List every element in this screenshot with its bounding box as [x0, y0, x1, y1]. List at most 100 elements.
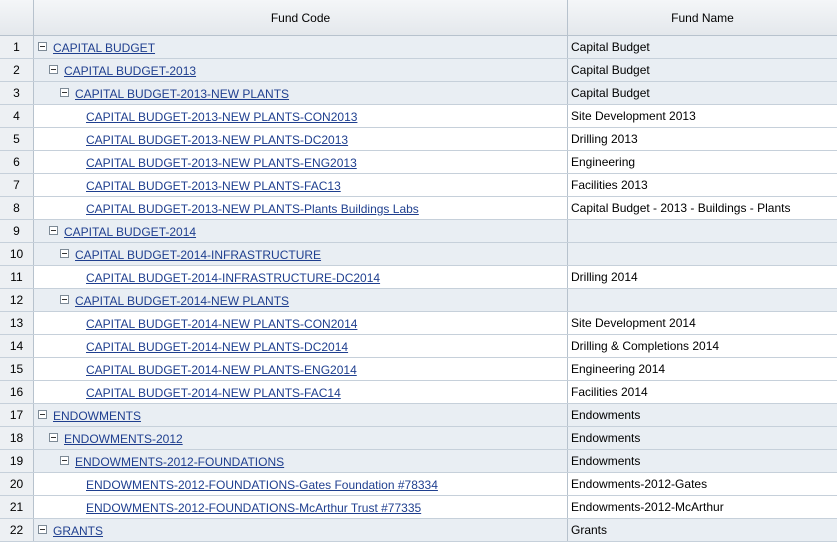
fund-name-cell: Endowments: [568, 450, 837, 472]
fund-code-link[interactable]: CAPITAL BUDGET-2014: [64, 225, 197, 239]
fund-name-cell: Capital Budget: [568, 36, 837, 58]
fund-name-cell: Capital Budget: [568, 82, 837, 104]
table-row[interactable]: 17 ENDOWMENTS Endowments: [0, 404, 837, 427]
table-row[interactable]: 18 ENDOWMENTS-2012 Endowments: [0, 427, 837, 450]
fund-code-link[interactable]: GRANTS: [53, 524, 104, 538]
fund-code-cell: CAPITAL BUDGET-2013-NEW PLANTS-CON2013: [34, 105, 568, 127]
fund-code-link[interactable]: CAPITAL BUDGET-2014-INFRASTRUCTURE-DC201…: [86, 271, 381, 285]
row-number: 14: [0, 335, 34, 357]
table-row[interactable]: 10 CAPITAL BUDGET-2014-INFRASTRUCTURE: [0, 243, 837, 266]
fund-code-cell: CAPITAL BUDGET-2014-NEW PLANTS-ENG2014: [34, 358, 568, 380]
fund-code-link[interactable]: CAPITAL BUDGET-2014-NEW PLANTS: [75, 294, 290, 308]
table-row[interactable]: 11 CAPITAL BUDGET-2014-INFRASTRUCTURE-DC2…: [0, 266, 837, 289]
row-number: 8: [0, 197, 34, 219]
fund-code-link[interactable]: ENDOWMENTS-2012-FOUNDATIONS-Gates Founda…: [86, 478, 438, 492]
row-number: 11: [0, 266, 34, 288]
table-row[interactable]: 9 CAPITAL BUDGET-2014: [0, 220, 837, 243]
fund-name-cell: Facilities 2013: [568, 174, 837, 196]
fund-name-cell: Endowments-2012-Gates: [568, 473, 837, 495]
fund-code-cell: CAPITAL BUDGET-2014-INFRASTRUCTURE-DC201…: [34, 266, 568, 288]
fund-code-link[interactable]: CAPITAL BUDGET-2014-NEW PLANTS-DC2014: [86, 340, 349, 354]
fund-name-cell: Drilling 2014: [568, 266, 837, 288]
table-row[interactable]: 8 CAPITAL BUDGET-2013-NEW PLANTS-Plants B…: [0, 197, 837, 220]
fund-code-link[interactable]: CAPITAL BUDGET: [53, 41, 156, 55]
table-row[interactable]: 19 ENDOWMENTS-2012-FOUNDATIONS Endowments: [0, 450, 837, 473]
table-row[interactable]: 4 CAPITAL BUDGET-2013-NEW PLANTS-CON2013 S…: [0, 105, 837, 128]
fund-code-link[interactable]: CAPITAL BUDGET-2013-NEW PLANTS-ENG2013: [86, 156, 357, 170]
fund-code-cell: ENDOWMENTS-2012-FOUNDATIONS: [34, 450, 568, 472]
fund-code-cell: CAPITAL BUDGET-2013-NEW PLANTS-FAC13: [34, 174, 568, 196]
fund-name-cell: Engineering 2014: [568, 358, 837, 380]
fund-name-cell: Grants: [568, 519, 837, 541]
collapse-toggle-icon[interactable]: [38, 410, 47, 419]
fund-code-cell: CAPITAL BUDGET-2013-NEW PLANTS-ENG2013: [34, 151, 568, 173]
fund-code-link[interactable]: ENDOWMENTS-2012-FOUNDATIONS: [75, 455, 285, 469]
fund-code-link[interactable]: ENDOWMENTS: [53, 409, 141, 423]
fund-name-cell: Facilities 2014: [568, 381, 837, 403]
table-row[interactable]: 14 CAPITAL BUDGET-2014-NEW PLANTS-DC2014 D…: [0, 335, 837, 358]
table-row[interactable]: 13 CAPITAL BUDGET-2014-NEW PLANTS-CON2014…: [0, 312, 837, 335]
table-row[interactable]: 7 CAPITAL BUDGET-2013-NEW PLANTS-FAC13 Fac…: [0, 174, 837, 197]
table-row[interactable]: 22 GRANTS Grants: [0, 519, 837, 542]
table-row[interactable]: 3 CAPITAL BUDGET-2013-NEW PLANTS Capital B…: [0, 82, 837, 105]
fund-code-link[interactable]: CAPITAL BUDGET-2014-INFRASTRUCTURE: [75, 248, 322, 262]
fund-code-cell: CAPITAL BUDGET-2013-NEW PLANTS-DC2013: [34, 128, 568, 150]
fund-name-cell: Site Development 2014: [568, 312, 837, 334]
fund-code-link[interactable]: CAPITAL BUDGET-2013-NEW PLANTS-CON2013: [86, 110, 358, 124]
collapse-toggle-icon[interactable]: [60, 249, 69, 258]
table-row[interactable]: 16 CAPITAL BUDGET-2014-NEW PLANTS-FAC14 Fa…: [0, 381, 837, 404]
fund-name-cell: Site Development 2013: [568, 105, 837, 127]
collapse-toggle-icon[interactable]: [60, 295, 69, 304]
collapse-toggle-icon[interactable]: [49, 433, 58, 442]
row-number: 20: [0, 473, 34, 495]
fund-code-link[interactable]: CAPITAL BUDGET-2014-NEW PLANTS-ENG2014: [86, 363, 357, 377]
collapse-toggle-icon[interactable]: [60, 456, 69, 465]
fund-code-link[interactable]: CAPITAL BUDGET-2013: [64, 64, 197, 78]
row-number: 2: [0, 59, 34, 81]
fund-code-column-header[interactable]: Fund Code: [34, 0, 568, 35]
fund-code-cell: ENDOWMENTS-2012-FOUNDATIONS-Gates Founda…: [34, 473, 568, 495]
row-number-header: [0, 0, 34, 35]
row-number: 9: [0, 220, 34, 242]
fund-code-link[interactable]: CAPITAL BUDGET-2013-NEW PLANTS-Plants Bu…: [86, 202, 419, 216]
fund-code-link[interactable]: ENDOWMENTS-2012-FOUNDATIONS-McArthur Tru…: [86, 501, 422, 515]
table-row[interactable]: 1 CAPITAL BUDGET Capital Budget: [0, 36, 837, 59]
fund-code-link[interactable]: CAPITAL BUDGET-2013-NEW PLANTS-FAC13: [86, 179, 341, 193]
row-number: 13: [0, 312, 34, 334]
row-number: 19: [0, 450, 34, 472]
fund-name-cell: Engineering: [568, 151, 837, 173]
grid-header: Fund Code Fund Name: [0, 0, 837, 36]
fund-name-cell: [568, 289, 837, 311]
table-row[interactable]: 6 CAPITAL BUDGET-2013-NEW PLANTS-ENG2013 E…: [0, 151, 837, 174]
row-number: 5: [0, 128, 34, 150]
row-number: 10: [0, 243, 34, 265]
row-number: 12: [0, 289, 34, 311]
fund-name-column-header[interactable]: Fund Name: [671, 10, 734, 25]
collapse-toggle-icon[interactable]: [60, 88, 69, 97]
collapse-toggle-icon[interactable]: [38, 525, 47, 534]
fund-code-link[interactable]: CAPITAL BUDGET-2013-NEW PLANTS: [75, 87, 290, 101]
collapse-toggle-icon[interactable]: [49, 226, 58, 235]
fund-code-link[interactable]: ENDOWMENTS-2012: [64, 432, 183, 446]
fund-name-cell: Endowments-2012-McArthur: [568, 496, 837, 518]
table-row[interactable]: 5 CAPITAL BUDGET-2013-NEW PLANTS-DC2013 Dr…: [0, 128, 837, 151]
table-row[interactable]: 15 CAPITAL BUDGET-2014-NEW PLANTS-ENG2014…: [0, 358, 837, 381]
fund-code-link[interactable]: CAPITAL BUDGET-2014-NEW PLANTS-CON2014: [86, 317, 358, 331]
fund-name-cell: Capital Budget - 2013 - Buildings - Plan…: [568, 197, 837, 219]
fund-name-cell: [568, 220, 837, 242]
fund-code-cell: CAPITAL BUDGET-2014-NEW PLANTS-CON2014: [34, 312, 568, 334]
fund-name-cell: Endowments: [568, 427, 837, 449]
collapse-toggle-icon[interactable]: [38, 42, 47, 51]
fund-code-link[interactable]: CAPITAL BUDGET-2014-NEW PLANTS-FAC14: [86, 386, 341, 400]
fund-code-cell: CAPITAL BUDGET-2013-NEW PLANTS: [34, 82, 568, 104]
row-number: 6: [0, 151, 34, 173]
collapse-toggle-icon[interactable]: [49, 65, 58, 74]
table-row[interactable]: 21 ENDOWMENTS-2012-FOUNDATIONS-McArthur T…: [0, 496, 837, 519]
fund-code-link[interactable]: CAPITAL BUDGET-2013-NEW PLANTS-DC2013: [86, 133, 349, 147]
fund-code-cell: CAPITAL BUDGET-2013: [34, 59, 568, 81]
table-row[interactable]: 12 CAPITAL BUDGET-2014-NEW PLANTS: [0, 289, 837, 312]
row-number: 17: [0, 404, 34, 426]
fund-name-cell: Endowments: [568, 404, 837, 426]
table-row[interactable]: 2 CAPITAL BUDGET-2013 Capital Budget: [0, 59, 837, 82]
table-row[interactable]: 20 ENDOWMENTS-2012-FOUNDATIONS-Gates Foun…: [0, 473, 837, 496]
